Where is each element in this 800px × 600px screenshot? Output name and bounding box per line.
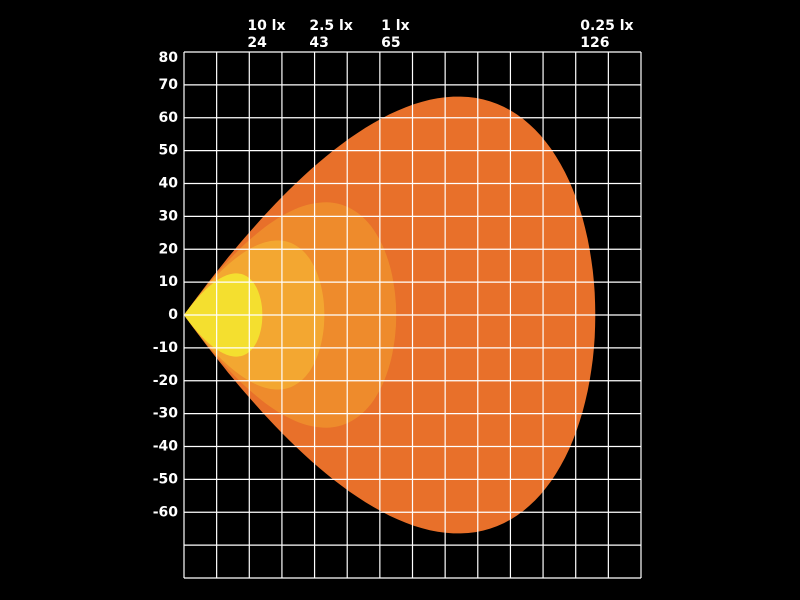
lux-label: 2.5 lx xyxy=(309,18,353,34)
y-tick-label: 60 xyxy=(159,110,179,126)
distance-label: 65 xyxy=(381,35,400,51)
y-tick-label: 30 xyxy=(159,208,179,224)
distance-label: 126 xyxy=(580,35,609,51)
distance-label: 43 xyxy=(309,35,328,51)
y-tick-label: 40 xyxy=(159,176,179,192)
y-tick-label: 20 xyxy=(159,241,179,257)
distance-label: 24 xyxy=(247,35,267,51)
y-tick-label: 0 xyxy=(168,307,178,323)
lux-label: 1 lx xyxy=(381,18,409,34)
y-tick-label: 10 xyxy=(159,274,179,290)
y-tick-label: -40 xyxy=(153,439,179,455)
y-tick-label: 50 xyxy=(159,143,179,159)
y-tick-label: -50 xyxy=(153,471,179,487)
lux-label: 0.25 lx xyxy=(580,18,633,34)
y-tick-label: -30 xyxy=(153,406,179,422)
y-tick-label: -60 xyxy=(153,504,179,520)
y-tick-label: -10 xyxy=(153,340,179,356)
y-tick-label: 70 xyxy=(159,77,179,93)
lux-label: 10 lx xyxy=(247,18,285,34)
y-tick-label: -20 xyxy=(153,373,179,389)
y-tick-label: 80 xyxy=(159,50,179,66)
